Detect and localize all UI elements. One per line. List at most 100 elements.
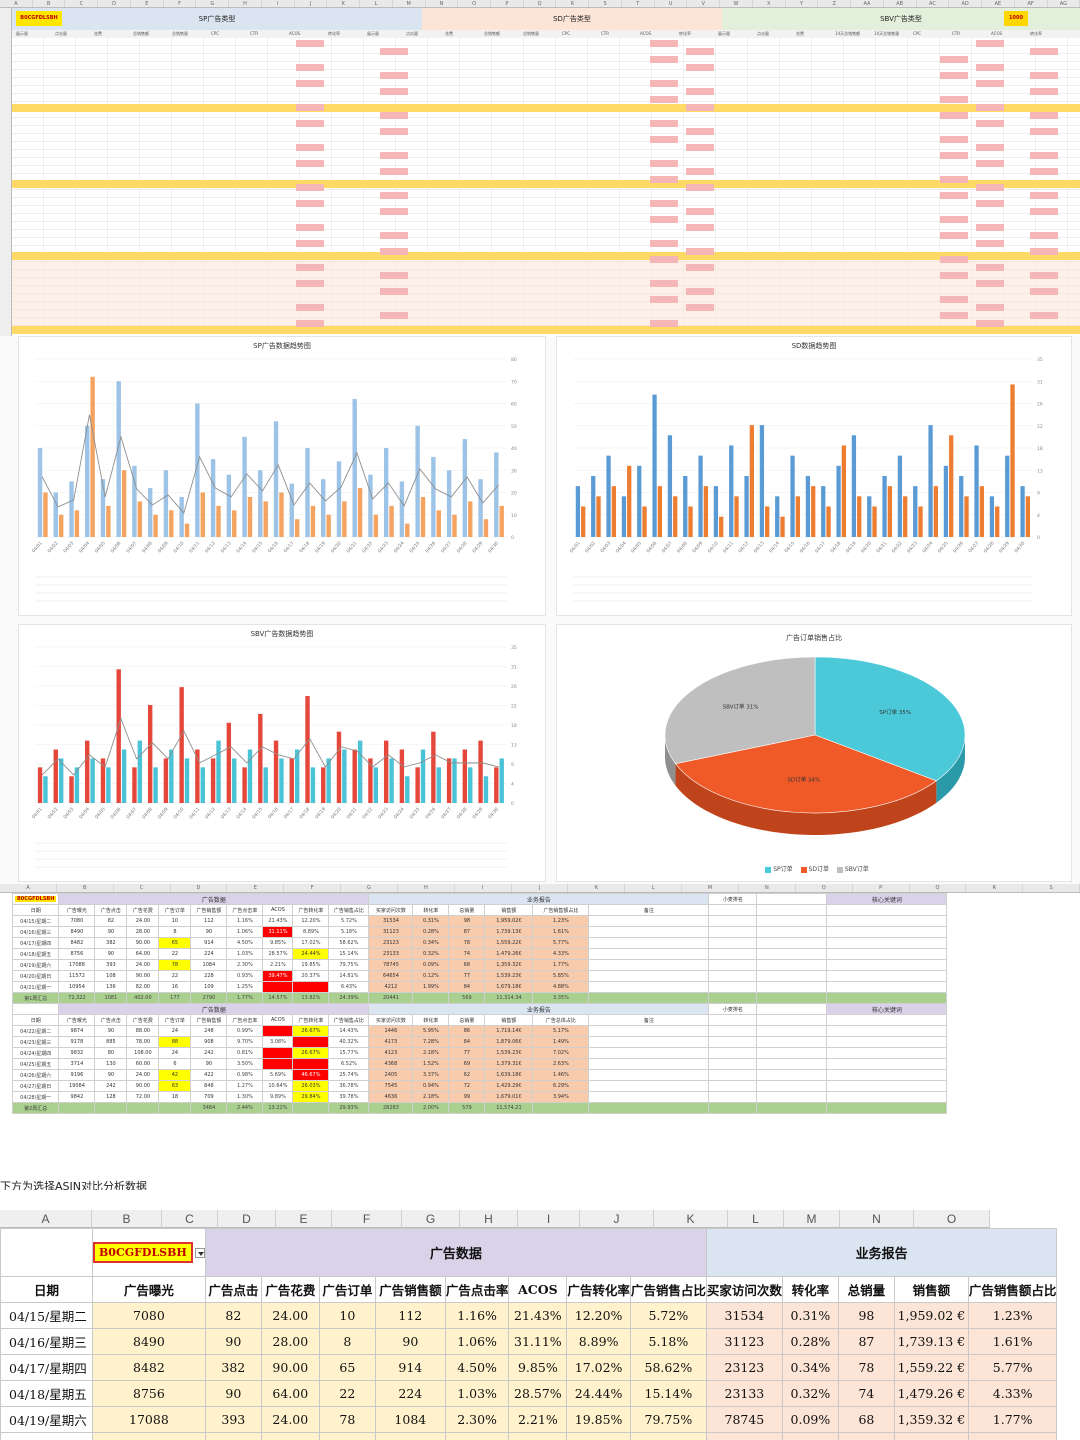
table-cell[interactable] [588, 1080, 710, 1092]
table-cell[interactable]: 78 [837, 1354, 895, 1381]
table-cell[interactable]: 8.89% [566, 1328, 631, 1355]
date-cell[interactable]: 04/18/星期五 [0, 1380, 93, 1407]
empty-cell[interactable] [708, 992, 758, 1004]
table-cell[interactable]: 80 [94, 1047, 128, 1059]
table-cell[interactable]: 4212 [368, 981, 414, 993]
table-cell[interactable]: 28.00 [126, 926, 160, 938]
table-cell[interactable]: 24.00 [260, 1302, 320, 1329]
empty-cell[interactable] [826, 1080, 948, 1092]
table-cell[interactable]: 0.28% [412, 926, 450, 938]
table-cell[interactable]: 4.33% [967, 1380, 1058, 1407]
table-cell[interactable]: 10 [318, 1302, 376, 1329]
table-cell[interactable]: 1,539.23€ [484, 1047, 534, 1059]
table-cell[interactable]: 22 [318, 1380, 376, 1407]
table-cell[interactable]: 11,314.34 [484, 992, 534, 1004]
table-cell[interactable]: 914 [190, 937, 228, 949]
empty-cell[interactable] [826, 1091, 948, 1103]
table-cell[interactable]: 6.29% [532, 1080, 590, 1092]
empty-cell[interactable] [756, 1036, 828, 1048]
table-cell[interactable]: 569 [448, 992, 486, 1004]
table-cell[interactable]: 26.03% [292, 1080, 330, 1092]
table-cell[interactable]: 60.00 [126, 1058, 160, 1070]
table-cell[interactable]: 1,879.06€ [484, 1036, 534, 1048]
table-cell[interactable]: 8490 [58, 926, 96, 938]
table-cell[interactable]: 1,359.32 € [893, 1406, 969, 1433]
column-letter[interactable]: E [276, 1210, 332, 1228]
table-cell[interactable]: 78745 [705, 1406, 783, 1433]
table-cell[interactable]: 1.06% [226, 926, 264, 938]
table-cell[interactable]: 709 [190, 1091, 228, 1103]
empty-cell[interactable] [708, 1025, 758, 1037]
table-cell[interactable]: 9196 [58, 1069, 96, 1081]
table-cell[interactable] [588, 926, 710, 938]
table-cell[interactable]: 5.17% [532, 1025, 590, 1037]
table-cell[interactable]: 1.30% [226, 1091, 264, 1103]
table-cell[interactable]: 14.81% [629, 1432, 707, 1440]
table-cell[interactable]: 10 [158, 915, 192, 927]
table-cell[interactable]: 04/27/星期日 [11, 1080, 60, 1092]
table-cell[interactable]: 112 [374, 1302, 446, 1329]
table-cell[interactable]: 3484 [190, 1102, 228, 1114]
table-cell[interactable]: 99 [448, 1091, 486, 1103]
table-cell[interactable]: 74 [837, 1380, 895, 1407]
table-cell[interactable]: 1.52% [412, 1058, 450, 1070]
empty-cell[interactable] [826, 1058, 948, 1070]
empty-cell[interactable] [826, 1036, 948, 1048]
table-cell[interactable]: 228 [190, 970, 228, 982]
table-cell[interactable]: 31.11% [262, 926, 294, 938]
empty-cell[interactable] [756, 937, 828, 949]
sp-trend-chart[interactable]: SP广告数据趋势图 04/01 04/02 04/03 04/04 04/05 04/06… [18, 336, 546, 616]
table-cell[interactable]: 11572 [92, 1432, 206, 1440]
table-cell[interactable]: 90 [94, 1025, 128, 1037]
empty-cell[interactable] [826, 981, 948, 993]
column-letter[interactable]: F [332, 1210, 402, 1228]
table-cell[interactable]: 8.89% [292, 926, 330, 938]
table-cell[interactable]: 579 [448, 1102, 486, 1114]
table-cell[interactable]: 0.28% [781, 1328, 839, 1355]
table-cell[interactable]: 0.34% [412, 937, 450, 949]
empty-cell[interactable] [826, 992, 948, 1004]
table-cell[interactable]: 12.20% [566, 1302, 631, 1329]
table-cell[interactable]: 885 [94, 1036, 128, 1048]
table-cell[interactable]: 1,539.23€ [484, 970, 534, 982]
table-cell[interactable]: 0.93% [226, 970, 264, 982]
table-cell[interactable]: 04/18/星期五 [11, 948, 60, 960]
table-cell[interactable]: 15.14% [629, 1380, 707, 1407]
table-cell[interactable]: 6.43% [328, 981, 370, 993]
table-cell[interactable]: 21.43% [262, 915, 294, 927]
asin-chip[interactable]: B0CGFDLSBH [16, 11, 62, 26]
table-cell[interactable]: 5.95% [412, 1025, 450, 1037]
table-cell[interactable]: 109 [190, 981, 228, 993]
table-cell[interactable]: 4368 [368, 1058, 414, 1070]
table-cell[interactable]: 5.72% [629, 1302, 707, 1329]
table-cell[interactable]: 31123 [368, 926, 414, 938]
table-cell[interactable]: 77 [448, 970, 486, 982]
table-cell[interactable]: 31534 [705, 1302, 783, 1329]
table-cell[interactable]: 9.89% [262, 1091, 294, 1103]
empty-cell[interactable] [826, 1102, 948, 1114]
table-cell[interactable]: 20.37% [292, 970, 330, 982]
table-cell[interactable]: 0.93% [444, 1432, 510, 1440]
table-cell[interactable]: 24.44% [566, 1380, 631, 1407]
date-cell[interactable]: 04/20/星期日 [0, 1432, 93, 1440]
table-cell[interactable]: 77 [837, 1432, 895, 1440]
table-cell[interactable]: 58.62% [328, 937, 370, 949]
table-cell[interactable]: 31123 [705, 1328, 783, 1355]
empty-cell[interactable] [826, 915, 948, 927]
date-cell[interactable]: 04/16/星期三 [0, 1328, 93, 1355]
column-letter[interactable]: O [914, 1210, 990, 1228]
date-cell[interactable]: 04/15/星期二 [0, 1302, 93, 1329]
empty-cell[interactable] [708, 937, 758, 949]
table-cell[interactable]: 04/26/星期六 [11, 1069, 60, 1081]
empty-cell[interactable] [756, 1080, 828, 1092]
table-cell[interactable]: 0.12% [781, 1432, 839, 1440]
table-cell[interactable]: 242 [190, 1047, 228, 1059]
empty-cell[interactable] [708, 1102, 758, 1114]
table-cell[interactable]: 393 [204, 1406, 262, 1433]
table-cell[interactable]: 908 [190, 1036, 228, 1048]
table-cell[interactable]: 108.00 [126, 1047, 160, 1059]
table-cell[interactable]: 14.57% [262, 992, 294, 1004]
table-cell[interactable] [588, 1025, 710, 1037]
table-cell[interactable]: 1,739.13 € [893, 1328, 969, 1355]
blank-cell[interactable] [0, 1228, 93, 1277]
